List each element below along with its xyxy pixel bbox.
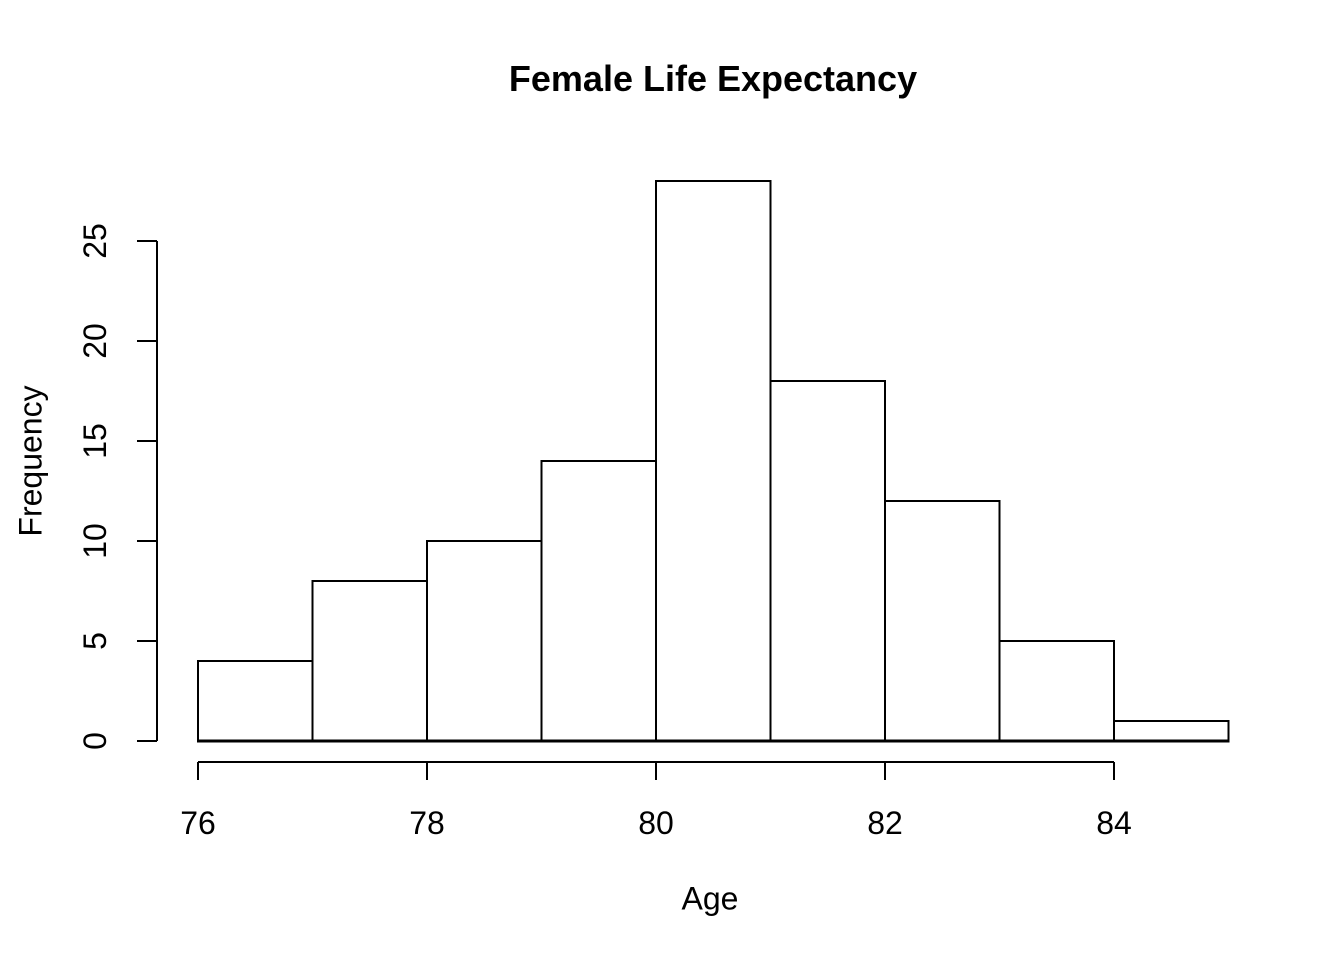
x-tick-label: 76 xyxy=(180,805,216,841)
histogram-bar xyxy=(998,640,1115,742)
histogram-bar xyxy=(769,380,886,742)
y-tick-label: 25 xyxy=(77,223,113,259)
histogram-bar xyxy=(197,660,314,742)
y-tick-label: 15 xyxy=(77,423,113,459)
histogram-bar xyxy=(1113,720,1230,742)
x-tick-label: 80 xyxy=(638,805,674,841)
histogram-bar xyxy=(311,580,428,742)
histogram-bar xyxy=(655,180,772,742)
histogram-bar xyxy=(540,460,657,742)
histogram-bar xyxy=(426,540,543,742)
y-tick-label: 10 xyxy=(77,523,113,559)
y-axis-label: Frequency xyxy=(12,385,49,537)
x-axis-label: Age xyxy=(681,880,739,917)
x-tick-label: 84 xyxy=(1096,805,1132,841)
x-tick-label: 82 xyxy=(867,805,903,841)
chart-title: Female Life Expectancy xyxy=(508,58,918,99)
histogram-bar xyxy=(884,500,1001,742)
y-tick-label: 0 xyxy=(77,732,113,750)
y-tick-label: 20 xyxy=(77,323,113,359)
x-tick-label: 78 xyxy=(409,805,445,841)
y-tick-label: 5 xyxy=(77,632,113,650)
